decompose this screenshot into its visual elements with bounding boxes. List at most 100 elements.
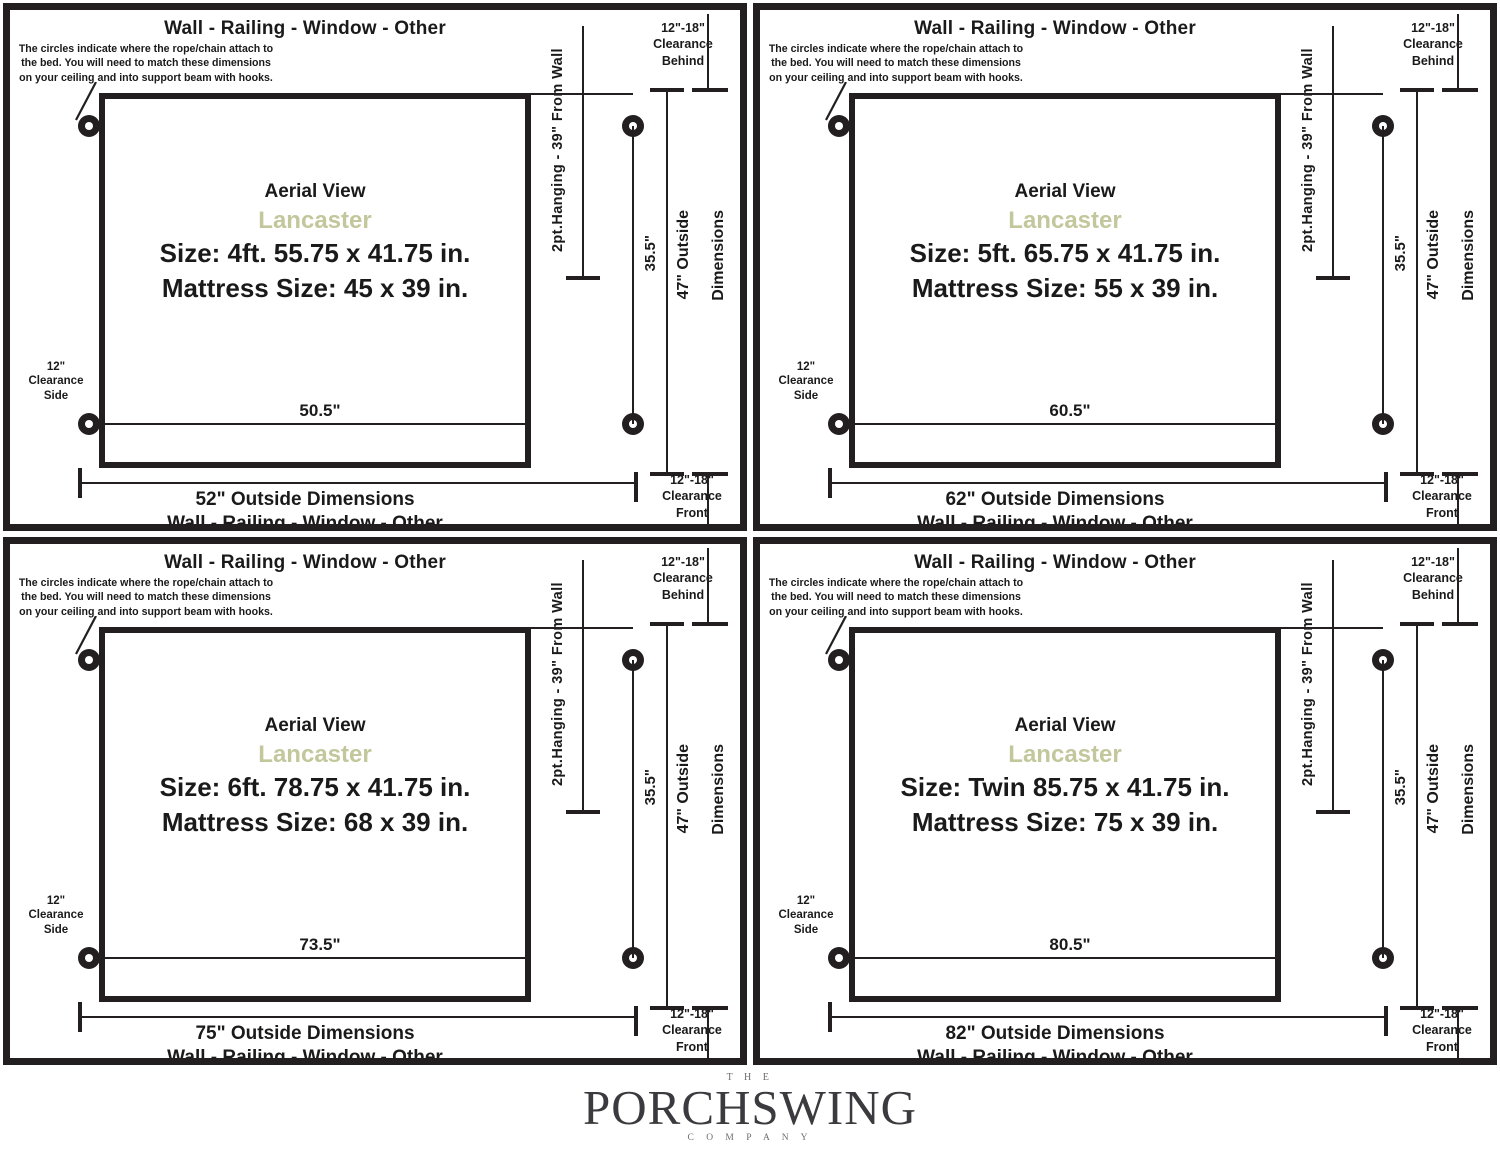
clearance-behind-label: 12"-18" Clearance Behind	[628, 554, 738, 603]
bed-top-extension-line	[1281, 93, 1383, 95]
eyelet-bottom-left	[78, 947, 100, 969]
inner-depth-label: 35.5"	[1392, 769, 1409, 806]
logo-company: C O M P A N Y	[687, 1132, 813, 1143]
outside-depth-word: Dimensions	[1460, 744, 1477, 835]
clearance-side-line2: Clearance	[778, 375, 834, 388]
note-leader-line	[75, 82, 97, 121]
outside-depth-dim-line	[1416, 88, 1418, 474]
clearance-front-line1: 12"-18"	[1420, 473, 1464, 487]
model-name: Lancaster	[1008, 740, 1122, 768]
clearance-behind-line3: Behind	[1411, 587, 1455, 602]
aerial-view-label: Aerial View	[1014, 715, 1116, 736]
clearance-behind-tick	[1442, 622, 1478, 626]
eyelet-bottom-left	[828, 413, 850, 435]
outside-width-value: 75" Outside Dimensions	[195, 1023, 415, 1044]
clearance-front-dim-line	[1457, 1006, 1459, 1058]
inner-depth-dim-line	[1382, 126, 1384, 424]
clearance-behind-line1: 12"-18"	[661, 21, 705, 35]
inner-depth-dim-line	[632, 126, 634, 424]
outside-depth-tick-bottom	[650, 472, 684, 476]
clearance-front-line1: 12"-18"	[670, 473, 714, 487]
outside-depth-tick-top	[1400, 622, 1434, 626]
clearance-behind-line3: Behind	[661, 587, 705, 602]
top-wall-heading: Wall - Railing - Window - Other	[914, 18, 1196, 39]
inner-width-dimension: 50.5"	[160, 401, 480, 421]
clearance-front-line1: 12"-18"	[670, 1007, 714, 1021]
outside-width-block: 82" Outside Dimensions Wall - Railing - …	[820, 1022, 1290, 1065]
outside-depth-dim-line	[666, 88, 668, 474]
eyelet-bottom-right	[1372, 947, 1394, 969]
clearance-behind-dim-line	[707, 14, 709, 90]
aerial-view-label: Aerial View	[1014, 181, 1116, 202]
clearance-behind-tick	[692, 88, 728, 92]
clearance-side-line1: 12"	[46, 361, 66, 373]
bottom-wall-heading: Wall - Railing - Window - Other	[167, 512, 443, 531]
inner-depth-label: 35.5"	[642, 235, 659, 272]
clearance-front-line3: Front	[676, 1039, 708, 1054]
inner-depth-label: 35.5"	[1392, 235, 1409, 272]
mattress-size-line: Mattress Size: 45 x 39 in.	[161, 272, 469, 303]
clearance-front-dim-line	[1457, 472, 1459, 524]
model-name: Lancaster	[258, 206, 372, 234]
outside-width-dim-line	[828, 1016, 1384, 1018]
clearance-front-label: 12"-18" Clearance Front	[1390, 1006, 1490, 1055]
clearance-front-tick-left	[1384, 472, 1388, 502]
clearance-front-label: 12"-18" Clearance Front	[1390, 472, 1490, 521]
outside-depth-value: 47" Outside	[1425, 210, 1442, 300]
size-line: Size: 6ft. 78.75 x 41.75 in.	[159, 771, 471, 802]
outside-depth-tick-bottom	[1400, 1006, 1434, 1010]
outside-depth-tick-bottom	[650, 1006, 684, 1010]
inner-depth-label: 35.5"	[642, 769, 659, 806]
outside-depth-word: Dimensions	[710, 210, 727, 301]
panel-text-block: Aerial View Lancaster Size: 6ft. 78.75 x…	[99, 714, 531, 840]
panel-text-block: Aerial View Lancaster Size: Twin 85.75 x…	[849, 714, 1281, 840]
eyelet-bottom-right	[622, 947, 644, 969]
clearance-behind-line2: Clearance	[653, 571, 713, 586]
brand-logo: T H E PORCHSWING C O M P A N Y	[0, 1072, 1500, 1143]
clearance-behind-tick	[692, 622, 728, 626]
panel-grid: Wall - Railing - Window - Other The circ…	[0, 0, 1500, 1068]
hanging-depth-label: 2pt.Hanging - 39" From Wall	[1300, 48, 1316, 253]
clearance-behind-line1: 12"-18"	[1411, 555, 1455, 569]
aerial-view-label: Aerial View	[264, 181, 366, 202]
outside-width-tick-left	[78, 468, 82, 498]
eyelet-top-left	[828, 115, 850, 137]
attachment-note: The circles indicate where the rope/chai…	[18, 577, 274, 618]
clearance-side-line2: Clearance	[28, 375, 84, 388]
clearance-behind-label: 12"-18" Clearance Behind	[1378, 20, 1488, 69]
clearance-front-line2: Clearance	[662, 489, 722, 504]
inner-width-dimension: 60.5"	[910, 401, 1230, 421]
outside-width-value: 82" Outside Dimensions	[945, 1023, 1165, 1044]
clearance-front-line3: Front	[676, 505, 708, 520]
eyelet-top-left	[78, 115, 100, 137]
bottom-wall-heading: Wall - Railing - Window - Other	[917, 1046, 1193, 1065]
outside-width-block: 62" Outside Dimensions Wall - Railing - …	[820, 488, 1290, 531]
clearance-behind-line2: Clearance	[653, 37, 713, 52]
clearance-front-line3: Front	[1426, 1039, 1458, 1054]
clearance-side-line1: 12"	[796, 895, 816, 907]
clearance-side-label: 12" Clearance Side	[20, 894, 92, 937]
clearance-side-label: 12" Clearance Side	[20, 360, 92, 403]
hanging-dim-tick-bottom	[1316, 276, 1350, 280]
clearance-front-line1: 12"-18"	[1420, 1007, 1464, 1021]
outside-width-dim-line	[828, 482, 1384, 484]
clearance-side-line3: Side	[793, 389, 819, 402]
hanging-dim-tick-bottom	[566, 276, 600, 280]
outside-depth-value: 47" Outside	[1425, 744, 1442, 834]
outside-depth-tick-top	[1400, 88, 1434, 92]
panel-text-block: Aerial View Lancaster Size: 5ft. 65.75 x…	[849, 180, 1281, 306]
bed-front-rail	[849, 423, 1281, 425]
attachment-note: The circles indicate where the rope/chai…	[768, 577, 1024, 618]
mattress-size-line: Mattress Size: 55 x 39 in.	[911, 272, 1219, 303]
bottom-wall-heading: Wall - Railing - Window - Other	[917, 512, 1193, 531]
clearance-front-tick-left	[1384, 1006, 1388, 1036]
clearance-front-tick	[1442, 472, 1478, 476]
bed-top-extension-line	[531, 93, 633, 95]
top-wall-heading: Wall - Railing - Window - Other	[164, 552, 446, 573]
hanging-dim-line	[1332, 560, 1334, 812]
outside-width-tick-left	[828, 1002, 832, 1032]
clearance-behind-dim-line	[1457, 548, 1459, 624]
clearance-behind-line3: Behind	[1411, 53, 1455, 68]
outside-width-block: 52" Outside Dimensions Wall - Railing - …	[70, 488, 540, 531]
size-line: Size: Twin 85.75 x 41.75 in.	[900, 771, 1230, 802]
